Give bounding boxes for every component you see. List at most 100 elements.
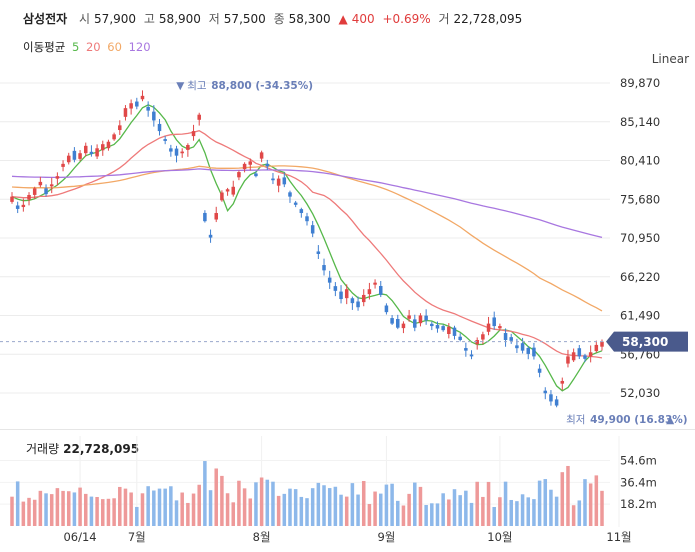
candle-body: [129, 103, 133, 109]
volume-bar: [492, 507, 496, 526]
volume-bar: [509, 499, 513, 526]
candle-body: [588, 352, 593, 357]
high-label: 고: [143, 12, 155, 26]
volume-bar: [271, 481, 275, 526]
candle-body: [282, 177, 287, 185]
volume-bar: [361, 480, 366, 526]
volume-bar: [89, 496, 94, 526]
volume-bar: [447, 499, 451, 526]
candle-body: [509, 337, 513, 341]
volume-bar: [231, 502, 236, 526]
candle-body: [554, 399, 559, 406]
open-label: 시: [79, 12, 91, 26]
ma-5-label[interactable]: 5: [71, 40, 80, 54]
volume-bar: [526, 497, 531, 526]
change-up-icon: ▲: [338, 12, 348, 26]
candle-body: [384, 305, 389, 313]
volume-bar: [441, 493, 445, 526]
volume-bar: [458, 495, 462, 526]
ma-60-label[interactable]: 60: [107, 40, 122, 54]
low-annotation-label: 최저: [566, 414, 585, 426]
candle-body: [594, 344, 599, 352]
volume-bar: [55, 488, 60, 526]
volume-bar: [101, 499, 105, 526]
volume-bar: [78, 487, 82, 526]
candle-body: [220, 192, 224, 201]
volume-bar: [367, 504, 372, 526]
candle-body: [447, 326, 451, 334]
current-price-label: 58,300: [622, 335, 668, 349]
price-tick-label: 80,410: [620, 154, 660, 168]
volume-bar: [27, 497, 31, 526]
volume-bar: [259, 477, 264, 526]
high-value: 58,900: [158, 12, 201, 26]
candle-body: [169, 148, 173, 152]
low-annotation-value: 49,900 (16.83%): [590, 414, 688, 426]
price-tick-label: 66,220: [620, 270, 660, 284]
ma-20-label[interactable]: 20: [85, 40, 101, 54]
candle-body: [486, 323, 491, 332]
volume-bar: [118, 486, 122, 526]
volume-bar: [191, 493, 196, 526]
candle-body: [430, 323, 434, 327]
volume-panel-title: 거래량: [26, 442, 60, 456]
volume-bar: [577, 500, 582, 526]
candle-body: [44, 188, 48, 195]
candle-body: [157, 123, 162, 132]
candle-body: [526, 347, 531, 354]
candle-body: [271, 178, 275, 181]
volume-bar: [225, 493, 230, 526]
volume-bar: [322, 485, 326, 526]
candle-body: [413, 319, 417, 328]
volume-bar: [600, 490, 604, 526]
volume-bar: [327, 488, 332, 526]
price-tick-label: 52,030: [620, 386, 660, 400]
volume-bar: [316, 482, 321, 526]
change-percent: +0.69%: [382, 12, 431, 26]
volume-bar: [276, 495, 281, 526]
candle-body: [106, 141, 111, 149]
volume-bar: [254, 482, 258, 526]
volume-bar: [15, 481, 20, 526]
volume-bar: [560, 472, 565, 526]
candle-body: [464, 348, 468, 351]
candle-body: [401, 323, 406, 329]
candle-body: [259, 152, 264, 159]
price-tick-label: 70,950: [620, 231, 660, 245]
volume-bar: [554, 496, 559, 526]
candle-body: [152, 111, 156, 121]
candle-body: [481, 334, 485, 340]
close-label: 종: [273, 12, 285, 26]
volume-bar: [44, 493, 48, 526]
candle-body: [237, 172, 241, 178]
candle-body: [15, 205, 20, 209]
volume-bar: [282, 493, 287, 526]
volume-bar: [169, 486, 173, 526]
volume-bar: [21, 501, 26, 526]
volume-bar: [537, 480, 542, 526]
volume-bar: [344, 496, 349, 526]
volume-bar: [112, 498, 116, 526]
candle-body: [95, 148, 99, 157]
scale-mode-select[interactable]: Linear: [651, 52, 689, 66]
candle-body: [186, 145, 190, 150]
volume-bar: [157, 488, 162, 526]
candle-body: [38, 181, 43, 186]
candle-body: [498, 326, 502, 329]
volume-bar: [135, 506, 139, 526]
ma-legend[interactable]: 이동평균 5 20 60 120: [23, 39, 154, 55]
volume-bar: [356, 494, 360, 526]
high-annotation-value: 88,800 (-34.35%): [211, 80, 313, 92]
volume-bar: [203, 461, 207, 526]
candle-body: [492, 317, 496, 327]
candle-body: [520, 343, 525, 351]
candle-body: [537, 368, 542, 373]
volume-bar: [475, 481, 479, 526]
ma-120-label[interactable]: 120: [128, 40, 151, 54]
candle-body: [293, 202, 298, 205]
volume-tick-label: 18.2m: [620, 497, 657, 511]
candle-body: [361, 294, 366, 303]
candle-body: [203, 212, 207, 222]
volume-bar: [174, 500, 179, 526]
